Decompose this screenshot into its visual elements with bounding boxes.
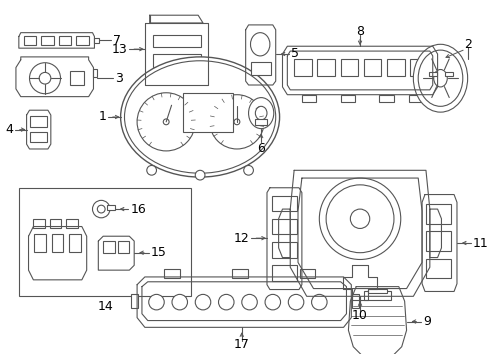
Text: 9: 9 [422, 315, 430, 328]
Ellipse shape [349, 209, 369, 229]
Bar [299, 269, 315, 278]
Text: 16: 16 [130, 203, 146, 216]
Bar [409, 59, 427, 76]
Bar [428, 72, 436, 76]
Bar [41, 36, 54, 45]
Text: 10: 10 [351, 309, 367, 322]
Bar [152, 35, 201, 47]
Ellipse shape [124, 61, 275, 173]
Ellipse shape [209, 95, 264, 149]
Text: 12: 12 [233, 232, 249, 245]
Bar [386, 59, 404, 76]
Bar [232, 269, 247, 278]
Text: 2: 2 [463, 38, 470, 51]
Ellipse shape [195, 294, 210, 310]
Text: 13: 13 [111, 42, 127, 56]
Ellipse shape [255, 106, 266, 120]
Bar [367, 289, 386, 293]
Ellipse shape [250, 33, 269, 56]
Ellipse shape [311, 294, 326, 310]
Text: 4: 4 [5, 123, 13, 136]
Text: 3: 3 [115, 72, 122, 85]
Ellipse shape [325, 185, 393, 253]
Ellipse shape [137, 93, 195, 151]
Ellipse shape [248, 98, 273, 129]
Ellipse shape [146, 166, 156, 175]
Ellipse shape [172, 294, 187, 310]
Text: 7: 7 [113, 34, 121, 47]
Bar [425, 258, 450, 278]
Bar [34, 234, 46, 252]
Bar [250, 62, 270, 75]
Bar [131, 294, 138, 308]
Ellipse shape [195, 170, 204, 180]
Bar [30, 116, 47, 127]
Text: 17: 17 [233, 338, 249, 351]
Ellipse shape [264, 294, 280, 310]
Ellipse shape [319, 178, 400, 260]
Bar [23, 36, 36, 45]
Bar [94, 37, 99, 43]
Bar [66, 219, 78, 229]
Bar [50, 219, 61, 229]
Ellipse shape [29, 63, 61, 94]
Bar [30, 131, 47, 142]
Text: 14: 14 [97, 300, 113, 312]
Ellipse shape [433, 69, 447, 87]
Bar [52, 234, 63, 252]
Bar [183, 85, 195, 90]
Text: 11: 11 [471, 237, 487, 249]
Bar [19, 188, 191, 296]
Bar [59, 36, 71, 45]
Bar [93, 69, 97, 77]
Bar [340, 95, 354, 103]
Bar [271, 219, 296, 234]
Ellipse shape [412, 44, 467, 112]
Ellipse shape [121, 57, 279, 177]
Bar [340, 59, 357, 76]
Bar [70, 71, 83, 85]
Bar [379, 95, 393, 103]
Text: 6: 6 [257, 141, 264, 154]
Ellipse shape [92, 201, 110, 218]
Ellipse shape [39, 72, 51, 84]
Bar [164, 269, 180, 278]
Bar [351, 294, 358, 308]
Ellipse shape [234, 119, 239, 125]
Ellipse shape [97, 205, 105, 213]
Bar [271, 195, 296, 211]
Text: 8: 8 [355, 25, 363, 38]
Ellipse shape [218, 294, 234, 310]
Bar [103, 241, 115, 253]
Ellipse shape [417, 50, 462, 106]
Bar [301, 95, 316, 103]
Bar [317, 59, 334, 76]
Bar [33, 219, 45, 229]
Bar [363, 59, 381, 76]
Ellipse shape [148, 294, 164, 310]
Bar [107, 205, 115, 210]
Ellipse shape [163, 119, 169, 125]
Ellipse shape [288, 294, 303, 310]
Bar [69, 234, 81, 252]
Text: 15: 15 [150, 246, 166, 259]
Bar [152, 54, 201, 67]
Text: 5: 5 [291, 48, 299, 60]
Ellipse shape [243, 166, 253, 175]
Bar [293, 59, 311, 76]
Bar [407, 95, 422, 103]
Bar [183, 93, 233, 131]
Bar [255, 119, 266, 125]
Bar [271, 242, 296, 257]
Text: 1: 1 [98, 111, 106, 123]
Bar [271, 265, 296, 281]
Bar [425, 231, 450, 251]
Bar [154, 85, 166, 90]
Bar [445, 72, 452, 76]
Bar [76, 36, 88, 45]
Bar [118, 241, 129, 253]
Bar [425, 204, 450, 224]
Bar [363, 291, 390, 300]
Ellipse shape [241, 294, 257, 310]
